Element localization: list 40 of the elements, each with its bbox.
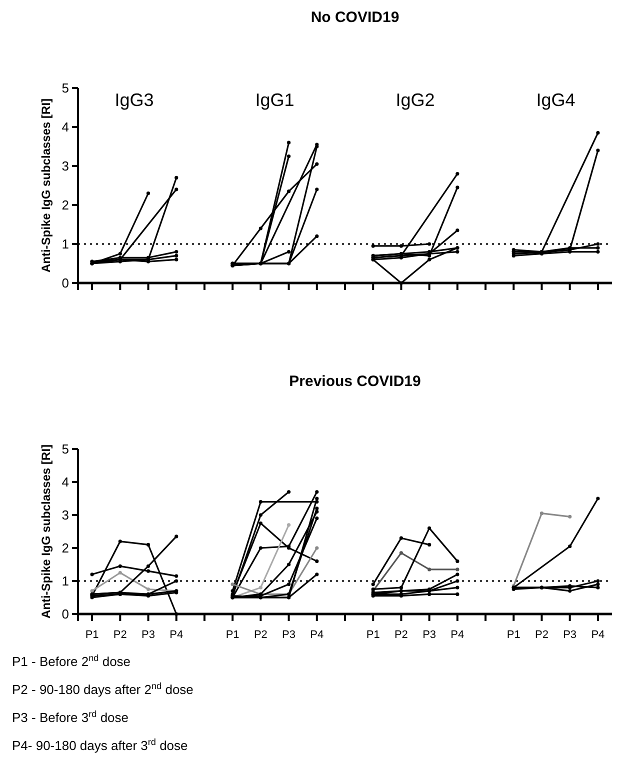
y-tick-label: 0 [62, 276, 69, 291]
x-tick-label: P2 [535, 629, 548, 641]
chart-title: Previous COVID19 [289, 373, 421, 390]
x-tick-label: P1 [85, 629, 99, 641]
chart-title: No COVID19 [310, 9, 400, 26]
text: P2 - 90-180 days after 2$^{nd}$ dose [12, 681, 194, 697]
y-tick-label: 1 [62, 236, 69, 252]
x-tick-label: P4 [170, 629, 184, 641]
y-tick-label: 3 [62, 508, 69, 523]
text: P3 - Before 3$^{rd}$ dose [12, 709, 129, 725]
y-tick-label: 4 [62, 474, 69, 490]
x-tick-label: P4 [591, 629, 605, 641]
y-tick-label: 2 [62, 198, 69, 213]
x-tick-label: P3 [282, 629, 296, 641]
x-tick-label: P3 [563, 629, 577, 641]
x-tick-label: P1 [506, 629, 520, 641]
annotation: IgG3 [114, 90, 154, 110]
y-tick-label: 5 [62, 442, 69, 457]
x-tick-label: P1 [226, 629, 240, 641]
x-tick-label: P3 [142, 629, 155, 641]
y-tick-label: 2 [62, 540, 69, 556]
y-axis-title: Anti-Spike IgG subclasses [RI] [39, 98, 53, 273]
annotation: IgG2 [396, 90, 435, 110]
y-tick-label: 5 [62, 80, 69, 96]
y-tick-label: 0 [62, 606, 69, 622]
y-tick-label: 1 [62, 574, 69, 589]
x-tick-label: P4 [310, 629, 324, 641]
y-tick-label: 3 [62, 158, 69, 174]
x-tick-label: P4 [450, 629, 464, 641]
x-tick-label: P2 [254, 629, 268, 641]
x-tick-label: P1 [366, 629, 380, 641]
annotation: IgG4 [536, 90, 576, 110]
y-axis-title: Anti-Spike IgG subclasses [RI] [39, 444, 53, 619]
x-tick-label: P2 [394, 629, 408, 641]
text: P4- 90-180 days after 3$^{rd}$ dose [12, 737, 188, 753]
x-tick-label: P2 [113, 629, 127, 641]
annotation: IgG1 [255, 90, 294, 110]
y-tick-label: 4 [62, 120, 69, 135]
x-tick-label: P3 [422, 629, 436, 641]
text: P1 - Before 2$^{nd}$ dose [12, 653, 131, 669]
